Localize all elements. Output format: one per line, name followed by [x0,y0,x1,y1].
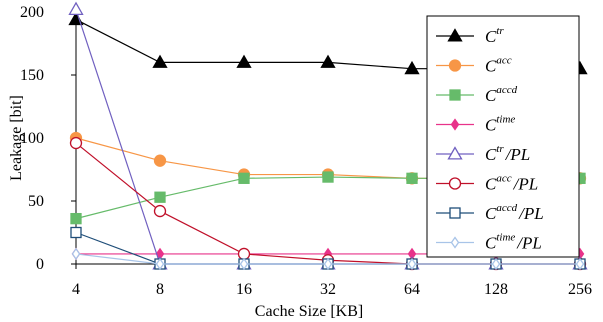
data-point [575,257,585,271]
legend-label: Cacc/PL [485,173,538,194]
legend-label-base: C [485,86,497,105]
legend-label-sup: acc [496,173,511,185]
x-tick-label: 8 [156,281,164,298]
legend-label-sup: tr [496,25,504,37]
legend-label-base: C [485,234,497,253]
legend-marker [450,118,460,131]
legend-label-sup: time [496,114,515,126]
legend-marker [449,89,461,101]
data-point [152,54,168,68]
data-point [238,172,250,184]
y-axis-label: Leakage [bit] [8,95,25,181]
data-point [406,172,418,184]
legend-entry: Caccd/PL [436,202,544,223]
legend-label: Caccd [485,84,518,105]
data-point [155,257,165,271]
x-tick-label: 256 [568,281,592,298]
legend-entry: Caccd [436,84,518,105]
legend-label-sup: acc [496,55,511,67]
data-point [407,257,417,271]
legend-entry: Ctr/PL [436,143,530,164]
legend-entry: Cacc [436,55,512,76]
x-tick-label: 16 [236,281,252,298]
legend-label: Caccd/PL [485,202,544,223]
x-tick-label: 64 [404,281,420,298]
legend-label-sup: accd [496,202,517,214]
data-point [70,226,82,239]
data-point [404,60,420,75]
data-point [237,247,251,261]
legend-label-sup: accd [496,84,517,96]
legend-label-base: C [485,175,497,194]
y-tick-label: 150 [20,67,44,84]
legend-entry: Ctr [436,25,504,46]
legend-box [426,15,580,258]
legend-label: Ctr [485,25,504,46]
x-tick-label: 4 [72,281,80,298]
data-point [239,257,249,271]
data-point [491,257,501,271]
legend-marker [447,28,463,42]
legend-entry: Ctime [436,114,515,135]
y-tick-label: 0 [36,256,44,273]
y-tick-labels: 0 50 100 150 200 [20,4,76,273]
y-tick-label: 200 [20,4,44,21]
y-tick-label: 50 [28,193,44,210]
data-point [236,54,252,68]
legend-marker [450,236,460,249]
series-8 [71,247,585,271]
data-point [323,257,333,271]
legend-label-suffix: /PL [518,204,544,223]
data-point [153,154,167,167]
data-point [322,171,334,183]
data-point [320,54,336,68]
legend-label-suffix: /PL [516,234,542,253]
data-point [154,191,166,203]
legend-label: Ctime [485,114,515,135]
legend-marker [448,59,462,72]
legend-entry: Ctime/PL [436,232,542,253]
legend-label: Cacc [485,55,512,76]
x-axis-label: Cache Size [KB] [255,303,363,320]
legend-label-sup: tr [496,143,504,155]
legend-label-base: C [485,145,497,164]
legend-label: Ctime/PL [485,232,542,253]
legend-label-base: C [485,57,497,76]
data-point [69,136,83,150]
data-point [153,204,167,218]
legend-marker [449,207,461,219]
legend: CtrCaccCaccdCtimeCtr/PLCacc/PLCaccd/PLCt… [426,15,580,258]
legend-label-suffix: /PL [513,175,539,194]
legend-marker [448,177,462,190]
data-point [68,1,84,16]
legend-entry: Cacc/PL [436,173,538,194]
legend-label-sup: time [496,232,515,244]
legend-label-base: C [485,116,497,135]
legend-label: Ctr/PL [485,143,530,164]
x-tick-label: 128 [484,281,508,298]
legend-label-suffix: /PL [505,145,531,164]
x-tick-label: 32 [320,281,336,298]
data-point [70,212,82,225]
y-tick-label: 100 [20,130,44,147]
data-point [71,247,81,261]
legend-label-base: C [485,27,497,46]
series-group [68,1,588,271]
legend-label-base: C [485,204,497,223]
legend-marker [447,146,463,160]
